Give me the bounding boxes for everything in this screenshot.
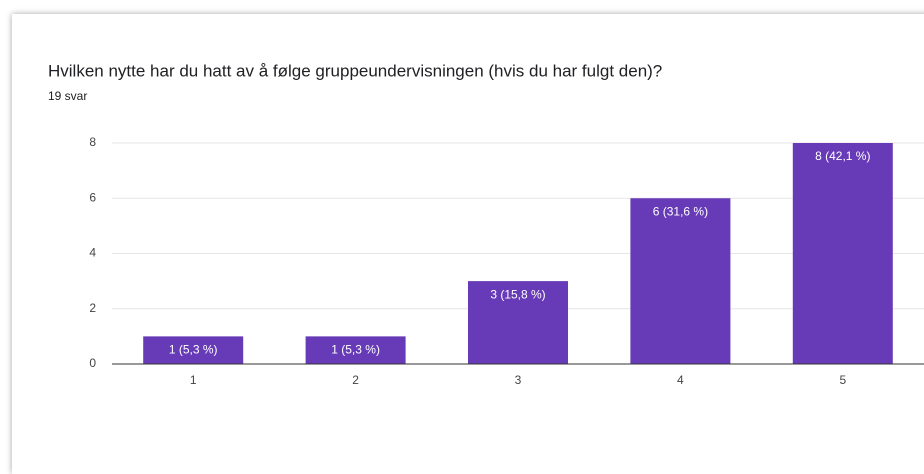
- y-tick-label: 2: [89, 301, 96, 315]
- page: {"chart_data": {"type": "bar", "title": …: [48, 61, 924, 388]
- bar: [792, 143, 893, 364]
- bar: [468, 281, 568, 364]
- x-tick-label: 3: [515, 373, 522, 387]
- data-label: 1 (5,3 %): [331, 343, 380, 357]
- x-tick-label: 2: [352, 373, 359, 387]
- bar: [143, 336, 244, 364]
- card: [12, 14, 924, 474]
- chart: Hvilken nytte har du hatt av å følge gru…: [48, 61, 924, 387]
- x-tick-label: 5: [839, 373, 846, 387]
- y-tick-label: 4: [89, 246, 96, 260]
- data-label: 3 (15,8 %): [490, 287, 545, 301]
- y-tick-label: 8: [89, 135, 96, 149]
- chart-subtitle: 19 svar: [48, 89, 87, 103]
- chart-title: Hvilken nytte har du hatt av å følge gru…: [48, 61, 662, 80]
- bar: [630, 198, 731, 364]
- y-tick-label: 0: [89, 356, 96, 370]
- data-label: 8 (42,1 %): [815, 149, 870, 163]
- y-tick-label: 6: [89, 190, 96, 204]
- x-tick-label: 4: [677, 373, 684, 387]
- x-tick-label: 1: [190, 373, 197, 387]
- bar: [305, 336, 406, 364]
- data-label: 6 (31,6 %): [653, 204, 708, 218]
- data-label: 1 (5,3 %): [169, 343, 218, 357]
